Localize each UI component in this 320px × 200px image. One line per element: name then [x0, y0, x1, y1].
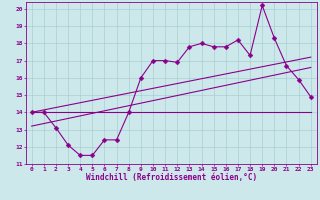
- X-axis label: Windchill (Refroidissement éolien,°C): Windchill (Refroidissement éolien,°C): [86, 173, 257, 182]
